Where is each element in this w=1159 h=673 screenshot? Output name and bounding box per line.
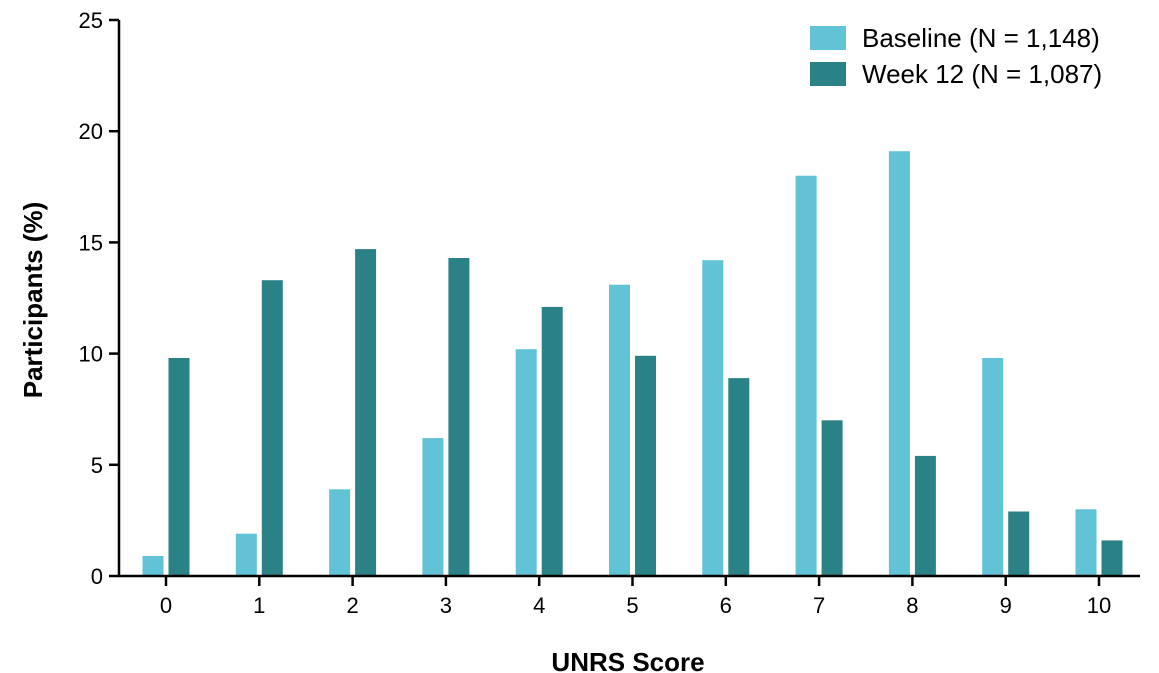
x-tick-label: 10 [1087,593,1111,618]
x-tick-label: 8 [906,593,918,618]
y-ticks-group: 0 5 10 15 20 25 [79,8,119,589]
legend: Baseline (N = 1,148) Week 12 (N = 1,087) [810,23,1102,89]
legend-swatch-baseline [810,26,846,50]
bar-baseline-2 [329,489,351,576]
bars-group [142,151,1123,576]
y-tick-label: 25 [79,8,103,33]
bar-baseline-3 [422,438,444,576]
x-tick-label: 4 [533,593,545,618]
bar-week12-5 [635,355,656,576]
y-tick-label: 20 [79,119,103,144]
bar-week12-1 [261,280,283,576]
bar-baseline-9 [982,358,1004,576]
x-tick-label: 0 [160,593,172,618]
bar-week12-3 [448,258,470,576]
bar-week12-4 [541,306,563,576]
bar-baseline-7 [795,175,817,576]
bar-baseline-4 [515,349,537,576]
legend-label-baseline: Baseline (N = 1,148) [862,23,1100,53]
bar-baseline-10 [1075,509,1097,576]
bar-week12-9 [1008,511,1030,576]
bar-baseline-0 [142,556,164,576]
x-tick-label: 2 [346,593,358,618]
y-tick-label: 0 [91,564,103,589]
bar-baseline-5 [609,284,630,576]
axes-group [117,20,1140,578]
x-tick-label: 9 [1000,593,1012,618]
bar-week12-10 [1101,540,1123,576]
legend-swatch-week12 [810,62,846,86]
x-tick-label: 6 [720,593,732,618]
y-tick-label: 10 [79,342,103,367]
bar-week12-2 [355,249,377,576]
legend-label-week12: Week 12 (N = 1,087) [862,59,1102,89]
x-tick-label: 3 [440,593,452,618]
bar-baseline-1 [235,533,257,576]
x-tick-label: 1 [253,593,265,618]
y-axis-title: Participants (%) [18,202,48,399]
x-tick-label: 7 [813,593,825,618]
bar-baseline-6 [702,260,724,576]
bar-week12-0 [168,358,190,576]
x-axis-title: UNRS Score [551,647,704,673]
bar-week12-7 [821,420,843,576]
y-tick-label: 5 [91,453,103,478]
y-tick-label: 15 [79,230,103,255]
bar-week12-6 [728,378,750,576]
x-tick-label: 5 [626,593,638,618]
x-ticks-group: 0 1 2 3 4 5 6 7 8 9 10 [160,576,1111,618]
bar-week12-8 [914,455,936,576]
bar-baseline-8 [888,151,910,576]
